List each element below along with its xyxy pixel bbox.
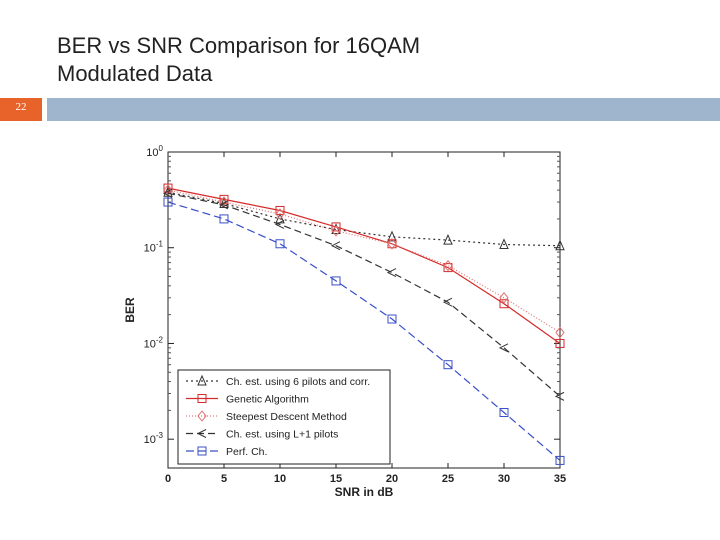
legend-item: Perf. Ch.	[186, 446, 267, 458]
data-point	[163, 197, 173, 207]
data-point	[387, 237, 397, 250]
data-point	[219, 214, 229, 224]
legend-marker	[196, 429, 207, 438]
legend-label: Steepest Descent Method	[226, 411, 347, 423]
data-point	[162, 188, 173, 198]
data-point	[555, 455, 565, 465]
legend-item: Ch. est. using 6 pilots and corr.	[186, 374, 370, 388]
series-4	[162, 188, 565, 401]
data-point	[331, 225, 341, 237]
slide-title: BER vs SNR Comparison for 16QAM Modulate…	[57, 32, 657, 88]
data-point	[442, 297, 453, 307]
data-point	[555, 239, 565, 251]
y-tick-label: 10-2	[144, 335, 164, 350]
y-axis-label: BER	[123, 297, 137, 323]
slide-number-box	[0, 98, 42, 121]
data-point	[499, 238, 509, 250]
x-axis-label: SNR in dB	[335, 485, 394, 499]
legend-marker	[197, 410, 207, 422]
series-line	[167, 191, 561, 247]
series-5	[163, 197, 565, 465]
slide-number: 22	[15, 101, 27, 113]
data-point	[498, 343, 509, 353]
x-tick-label: 35	[554, 473, 566, 485]
data-point	[499, 407, 509, 417]
data-point	[386, 268, 397, 278]
data-point	[554, 391, 565, 401]
x-tick-label: 5	[221, 473, 227, 485]
data-point	[330, 241, 341, 251]
data-point	[387, 314, 397, 324]
x-tick-label: 25	[442, 473, 454, 485]
data-point	[275, 239, 285, 249]
data-point	[443, 263, 453, 273]
data-point	[443, 259, 453, 272]
x-tick-label: 0	[165, 473, 171, 485]
x-tick-label: 15	[330, 473, 342, 485]
slide-title-line-1: BER vs SNR Comparison for 16QAM	[57, 33, 421, 58]
legend-label: Ch. est. using L+1 pilots	[226, 429, 338, 441]
legend-label: Perf. Ch.	[226, 446, 267, 458]
series-line	[167, 187, 561, 344]
data-point	[387, 230, 397, 242]
data-point	[499, 291, 509, 304]
data-point	[443, 360, 453, 370]
data-point	[331, 276, 341, 286]
data-point	[555, 326, 565, 339]
data-point	[218, 200, 229, 210]
series-3	[163, 184, 565, 339]
slide-title-line-2: Modulated Data	[57, 61, 213, 86]
data-point	[163, 183, 173, 193]
series-line	[167, 201, 561, 461]
data-point	[275, 208, 285, 220]
legend-marker	[197, 374, 207, 386]
y-tick-label: 100	[146, 144, 163, 159]
title-accent-bar	[47, 98, 720, 121]
legend-box	[177, 369, 391, 465]
series-line	[167, 189, 561, 334]
legend-item: Genetic Algorithm	[186, 394, 309, 406]
legend-label: Ch. est. using 6 pilots and corr.	[226, 376, 370, 388]
legend: Ch. est. using 6 pilots and corr. Genetic…	[177, 369, 391, 465]
x-tick-label: 30	[498, 473, 510, 485]
x-tick-label: 10	[274, 473, 286, 485]
data-point	[274, 220, 285, 229]
ber-vs-snr-chart: 0 5 10 15 20 25 30 35 100 10-1 10-2 10-3 SNR in dB BE…	[123, 144, 566, 499]
x-tick-label: 20	[386, 473, 398, 485]
legend-marker	[197, 394, 207, 403]
data-point	[555, 338, 565, 348]
y-tick-label: 10-1	[144, 240, 164, 255]
data-point	[331, 222, 341, 232]
data-point	[443, 233, 453, 245]
series-line	[167, 192, 561, 397]
y-tick-label: 10-3	[144, 431, 164, 446]
legend-marker	[197, 446, 207, 456]
legend-item: Steepest Descent Method	[186, 410, 347, 423]
legend-label: Genetic Algorithm	[226, 394, 309, 406]
data-point	[499, 299, 509, 309]
legend-item: Ch. est. using L+1 pilots	[186, 429, 338, 441]
